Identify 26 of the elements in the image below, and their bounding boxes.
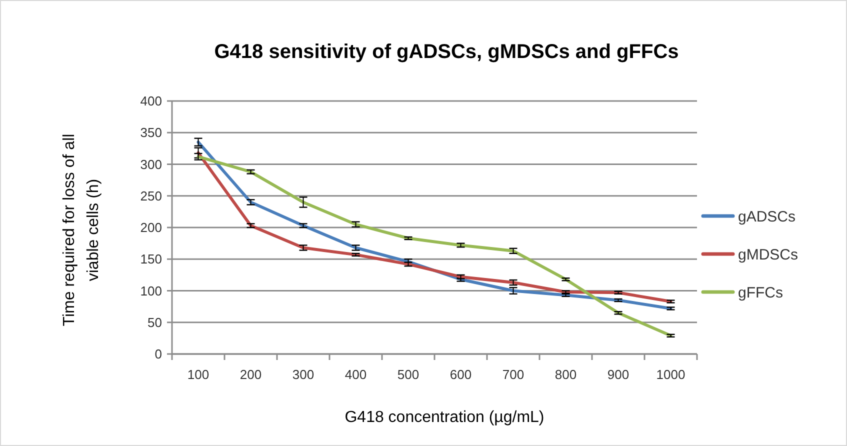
y-tick-label: 400 <box>140 94 162 109</box>
x-tick-label: 300 <box>292 367 314 382</box>
x-tick-label: 600 <box>450 367 472 382</box>
legend-label: gMDSCs <box>738 246 798 264</box>
line-series <box>196 155 672 338</box>
x-tick-label: 800 <box>554 367 577 382</box>
y-tick-label: 300 <box>140 156 162 172</box>
y-tick-label: 150 <box>140 252 162 267</box>
x-tick-label: 500 <box>397 367 420 382</box>
y-tick-label: 250 <box>140 188 162 204</box>
legend-label: gFFCs <box>738 284 783 302</box>
y-tick-label: 100 <box>140 283 162 298</box>
y-tick-label: 200 <box>140 220 162 236</box>
x-tick-label: 1000 <box>656 367 686 382</box>
x-tick-label: 900 <box>607 367 630 382</box>
y-tick-label: 0 <box>154 346 162 362</box>
x-tick-label: 400 <box>344 367 367 382</box>
legend-label: gADSCs <box>738 208 796 226</box>
y-tick-label: 350 <box>140 125 162 140</box>
x-tick-label: 700 <box>502 367 524 382</box>
y-tick-label: 50 <box>148 314 162 330</box>
chart-title: G418 sensitivity of gADSCs, gMDSCs and gFFCs <box>214 41 679 63</box>
x-tick-label: 100 <box>187 367 210 382</box>
x-tick-label: 200 <box>240 367 262 382</box>
y-axis-title: Time required for loss of all viable cells (h) <box>61 134 102 326</box>
x-axis-title: G418 concentration (µg/mL) <box>344 409 544 426</box>
